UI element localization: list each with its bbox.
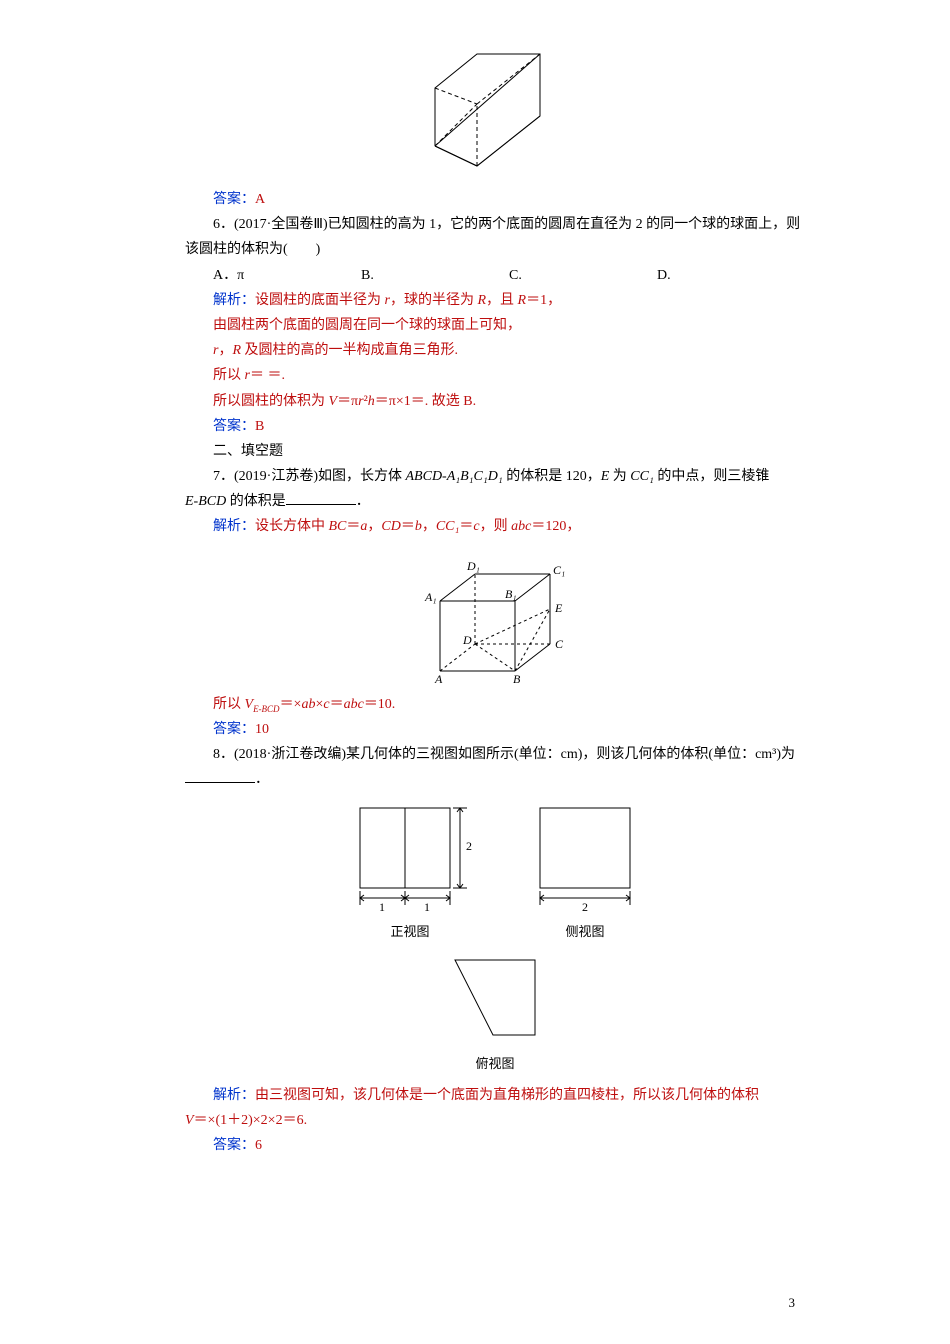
figure-three-views-row2: 俯视图 bbox=[185, 950, 805, 1077]
blank bbox=[286, 490, 356, 505]
answer-value: 10 bbox=[255, 722, 269, 737]
figure-three-views-row1: 1 1 2 正视图 2 bbox=[185, 798, 805, 943]
svg-text:A: A bbox=[434, 672, 443, 686]
q8-solution-l1: 解析：由三视图可知，该几何体是一个底面为直角梯形的直四棱柱，所以该几何体的体积 bbox=[185, 1083, 805, 1108]
svg-text:C: C bbox=[555, 637, 564, 651]
blank bbox=[185, 768, 255, 783]
side-view: 2 侧视图 bbox=[520, 798, 650, 943]
q7-solution-l1: 解析：设长方体中 BC＝a，CD＝b，CC₁＝c，则 abc＝120， bbox=[185, 514, 805, 539]
svg-text:D₁: D₁ bbox=[466, 559, 480, 573]
figure-cuboid: A B C D A₁ B₁ C₁ D₁ E bbox=[185, 546, 805, 686]
q6-solution-l2: 由圆柱两个底面的圆周在同一个球的球面上可知， bbox=[185, 313, 805, 338]
answer-value: 6 bbox=[255, 1138, 262, 1153]
answer-value: B bbox=[255, 419, 264, 434]
page-number: 3 bbox=[789, 1291, 796, 1314]
question-7: 7．(2019·江苏卷)如图，长方体 ABCD-A₁B₁C₁D₁ 的体积是 12… bbox=[185, 464, 805, 514]
option-a: A．π bbox=[213, 263, 361, 288]
svg-text:A₁: A₁ bbox=[424, 590, 437, 604]
question-6-options: A．π B. C. D. bbox=[185, 263, 805, 288]
top-view-label: 俯视图 bbox=[435, 1052, 555, 1075]
front-view: 1 1 2 正视图 bbox=[340, 798, 480, 943]
q7-solution-l2: 所以 VE-BCD＝×ab×c＝abc＝10. bbox=[185, 692, 805, 717]
solution-label: 解析： bbox=[213, 519, 255, 534]
answer-6: 答案：B bbox=[185, 414, 805, 439]
svg-text:1: 1 bbox=[424, 900, 430, 914]
svg-text:B₁: B₁ bbox=[505, 587, 517, 601]
figure-prism bbox=[185, 46, 805, 181]
answer-label: 答案： bbox=[213, 192, 255, 207]
answer-label: 答案： bbox=[213, 722, 255, 737]
svg-text:1: 1 bbox=[379, 900, 385, 914]
q6-solution-l5: 所以圆柱的体积为 V＝πr²h＝π×1＝. 故选 B. bbox=[185, 389, 805, 414]
side-view-label: 侧视图 bbox=[520, 920, 650, 943]
option-c: C. bbox=[509, 263, 657, 288]
answer-8: 答案：6 bbox=[185, 1133, 805, 1158]
svg-text:2: 2 bbox=[582, 900, 588, 914]
section-2-heading: 二、填空题 bbox=[185, 439, 805, 464]
svg-text:C₁: C₁ bbox=[553, 563, 565, 577]
question-8: 8．(2018·浙江卷改编)某几何体的三视图如图所示(单位：cm)，则该几何体的… bbox=[185, 742, 805, 792]
svg-text:D: D bbox=[462, 633, 472, 647]
answer-label: 答案： bbox=[213, 1138, 255, 1153]
q6-solution-l3: r，R 及圆柱的高的一半构成直角三角形. bbox=[185, 338, 805, 363]
svg-text:B: B bbox=[513, 672, 521, 686]
q6-solution-l1: 解析：设圆柱的底面半径为 r，球的半径为 R，且 R＝1， bbox=[185, 288, 805, 313]
answer-7: 答案：10 bbox=[185, 717, 805, 742]
solution-label: 解析： bbox=[213, 293, 255, 308]
svg-text:2: 2 bbox=[466, 839, 472, 853]
answer-label: 答案： bbox=[213, 419, 255, 434]
option-b: B. bbox=[361, 263, 509, 288]
front-view-label: 正视图 bbox=[340, 920, 480, 943]
answer-value: A bbox=[255, 192, 265, 207]
question-6: 6．(2017·全国卷Ⅲ)已知圆柱的高为 1，它的两个底面的圆周在直径为 2 的… bbox=[185, 212, 805, 262]
answer-5: 答案：A bbox=[185, 187, 805, 212]
svg-text:E: E bbox=[554, 601, 563, 615]
option-d: D. bbox=[657, 263, 805, 288]
q8-solution-l2: V＝×(1＋2)×2×2＝6. bbox=[185, 1108, 805, 1133]
solution-label: 解析： bbox=[213, 1088, 255, 1103]
q6-solution-l4: 所以 r＝ ＝. bbox=[185, 363, 805, 388]
